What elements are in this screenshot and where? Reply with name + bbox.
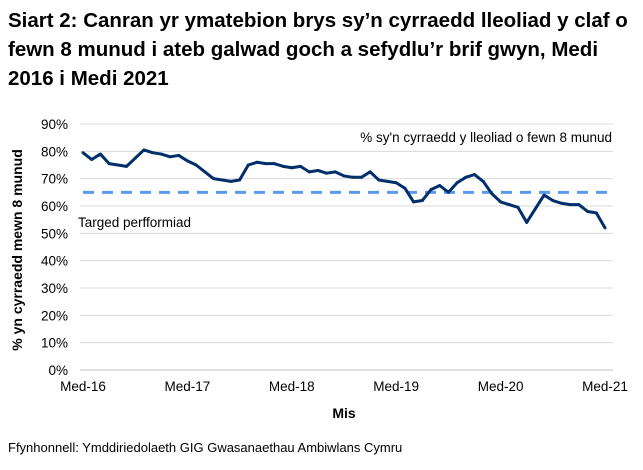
x-axis-label: Mis	[332, 405, 356, 421]
y-tick-label: 0%	[48, 363, 68, 378]
y-tick-label: 50%	[41, 226, 68, 241]
series-label: % sy'n cyrraedd y lleoliad o fewn 8 munu…	[360, 130, 612, 145]
y-tick-label: 60%	[41, 199, 68, 214]
x-tick-label: Med-16	[60, 379, 106, 394]
y-tick-label: 90%	[41, 117, 68, 132]
y-tick-label: 10%	[41, 336, 68, 351]
x-tick-label: Med-18	[269, 379, 315, 394]
y-axis-label: % yn cyrraedd mewn 8 munud	[9, 149, 25, 351]
x-tick-label: Med-21	[582, 379, 628, 394]
y-tick-label: 20%	[41, 308, 68, 323]
x-tick-label: Med-20	[478, 379, 524, 394]
y-tick-label: 80%	[41, 144, 68, 159]
y-tick-label: 30%	[41, 281, 68, 296]
source-note: Ffynhonnell: Ymddiriedolaeth GIG Gwasana…	[8, 440, 403, 455]
x-tick-label: Med-17	[165, 379, 211, 394]
y-tick-label: 40%	[41, 254, 68, 269]
y-tick-label: 70%	[41, 172, 68, 187]
chart-title: Siart 2: Canran yr ymatebion brys sy’n c…	[8, 9, 628, 90]
target-label: Targed perfformiad	[78, 215, 191, 230]
x-tick-label: Med-19	[373, 379, 419, 394]
series-line	[82, 148, 607, 229]
